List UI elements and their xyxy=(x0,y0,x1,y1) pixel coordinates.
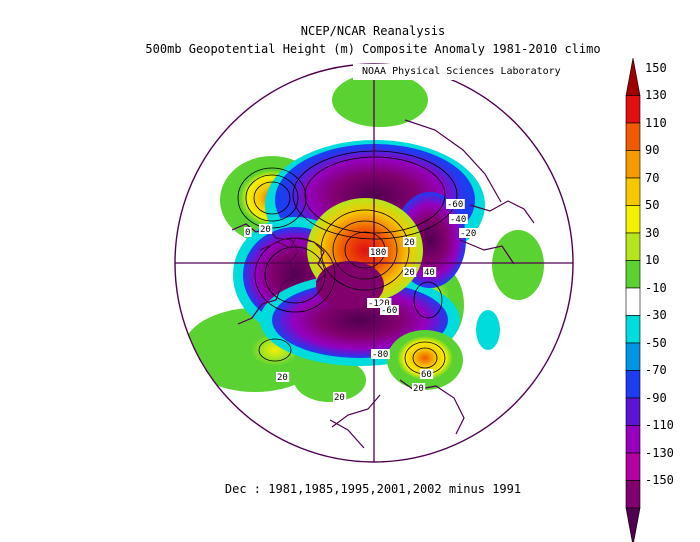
colorbar-tick-label: -90 xyxy=(645,390,667,405)
contour-label: -40 xyxy=(450,215,466,225)
contour-label: 20 xyxy=(334,393,345,403)
contour-label: 20 xyxy=(277,373,288,383)
colorbar-tick-label: 150 xyxy=(645,60,667,75)
colorbar-segment xyxy=(625,150,641,179)
colorbar-tick-label: -10 xyxy=(645,280,667,295)
colorbar-tick-label: -50 xyxy=(645,335,667,350)
colorbar-segment xyxy=(625,177,641,206)
colorbar-tick-label: 30 xyxy=(645,225,660,240)
contour-label: -20 xyxy=(460,229,476,239)
contour-label: -80 xyxy=(372,350,388,360)
contour-label: 20 xyxy=(404,238,415,248)
colorbar-tick-label: 90 xyxy=(645,143,660,157)
colorbar-segment xyxy=(625,315,641,344)
colorbar-segment xyxy=(625,425,641,454)
title-line-1: NCEP/NCAR Reanalysis xyxy=(300,24,446,38)
contour-label: -60 xyxy=(381,306,397,316)
contour-label: 60 xyxy=(421,370,432,380)
colorbar-segment xyxy=(625,260,641,289)
title-line-2: 500mb Geopotential Height (m) Composite … xyxy=(145,42,601,56)
colorbar-tick-label: 110 xyxy=(645,115,667,130)
colorbar-segment xyxy=(625,370,641,399)
colorbar-segment xyxy=(625,57,641,96)
contour-label: 20 xyxy=(413,384,424,394)
credit-label: NOAA Physical Sciences Laboratory xyxy=(353,64,579,80)
colorbar-segment xyxy=(625,287,641,316)
colorbar-tick-label: -30 xyxy=(645,308,667,322)
colorbar-tick-label: -150 xyxy=(645,473,674,487)
contour-label: 20 xyxy=(260,225,271,235)
colorbar-segment xyxy=(625,122,641,151)
contour-label: 20 xyxy=(404,268,415,278)
colorbar-segment xyxy=(625,397,641,426)
contour-label: -120 xyxy=(368,299,390,309)
anomaly-positive-north-pacific xyxy=(332,73,428,127)
colorbar-segment xyxy=(625,95,641,124)
contour-label: 40 xyxy=(424,268,435,278)
colorbar-tick-label: 50 xyxy=(645,198,660,212)
colorbar-segment xyxy=(625,452,641,481)
colorbar-tick-label: 130 xyxy=(645,88,667,102)
colorbar-tick-label: -110 xyxy=(645,418,674,432)
colorbar-segment xyxy=(625,205,641,234)
colorbar-tick-label: 10 xyxy=(645,253,660,267)
coastlines xyxy=(231,119,535,449)
colorbar-segment xyxy=(625,232,641,261)
colorbar-segment xyxy=(625,507,641,542)
contour-label: 0 xyxy=(245,228,250,238)
colorbar-tick-label: -130 xyxy=(645,445,674,460)
colorbar-tick-label: 70 xyxy=(645,170,660,185)
footer-caption: Dec : 1981,1985,1995,2001,2002 minus 199… xyxy=(224,482,522,496)
colorbar-segment xyxy=(625,342,641,371)
anomaly-field xyxy=(175,64,573,462)
anomaly-positive-east-asia xyxy=(492,230,544,300)
contour-label: -60 xyxy=(447,200,463,210)
contour-label: 180 xyxy=(370,248,386,258)
colorbar-tick-label: -70 xyxy=(645,363,667,377)
